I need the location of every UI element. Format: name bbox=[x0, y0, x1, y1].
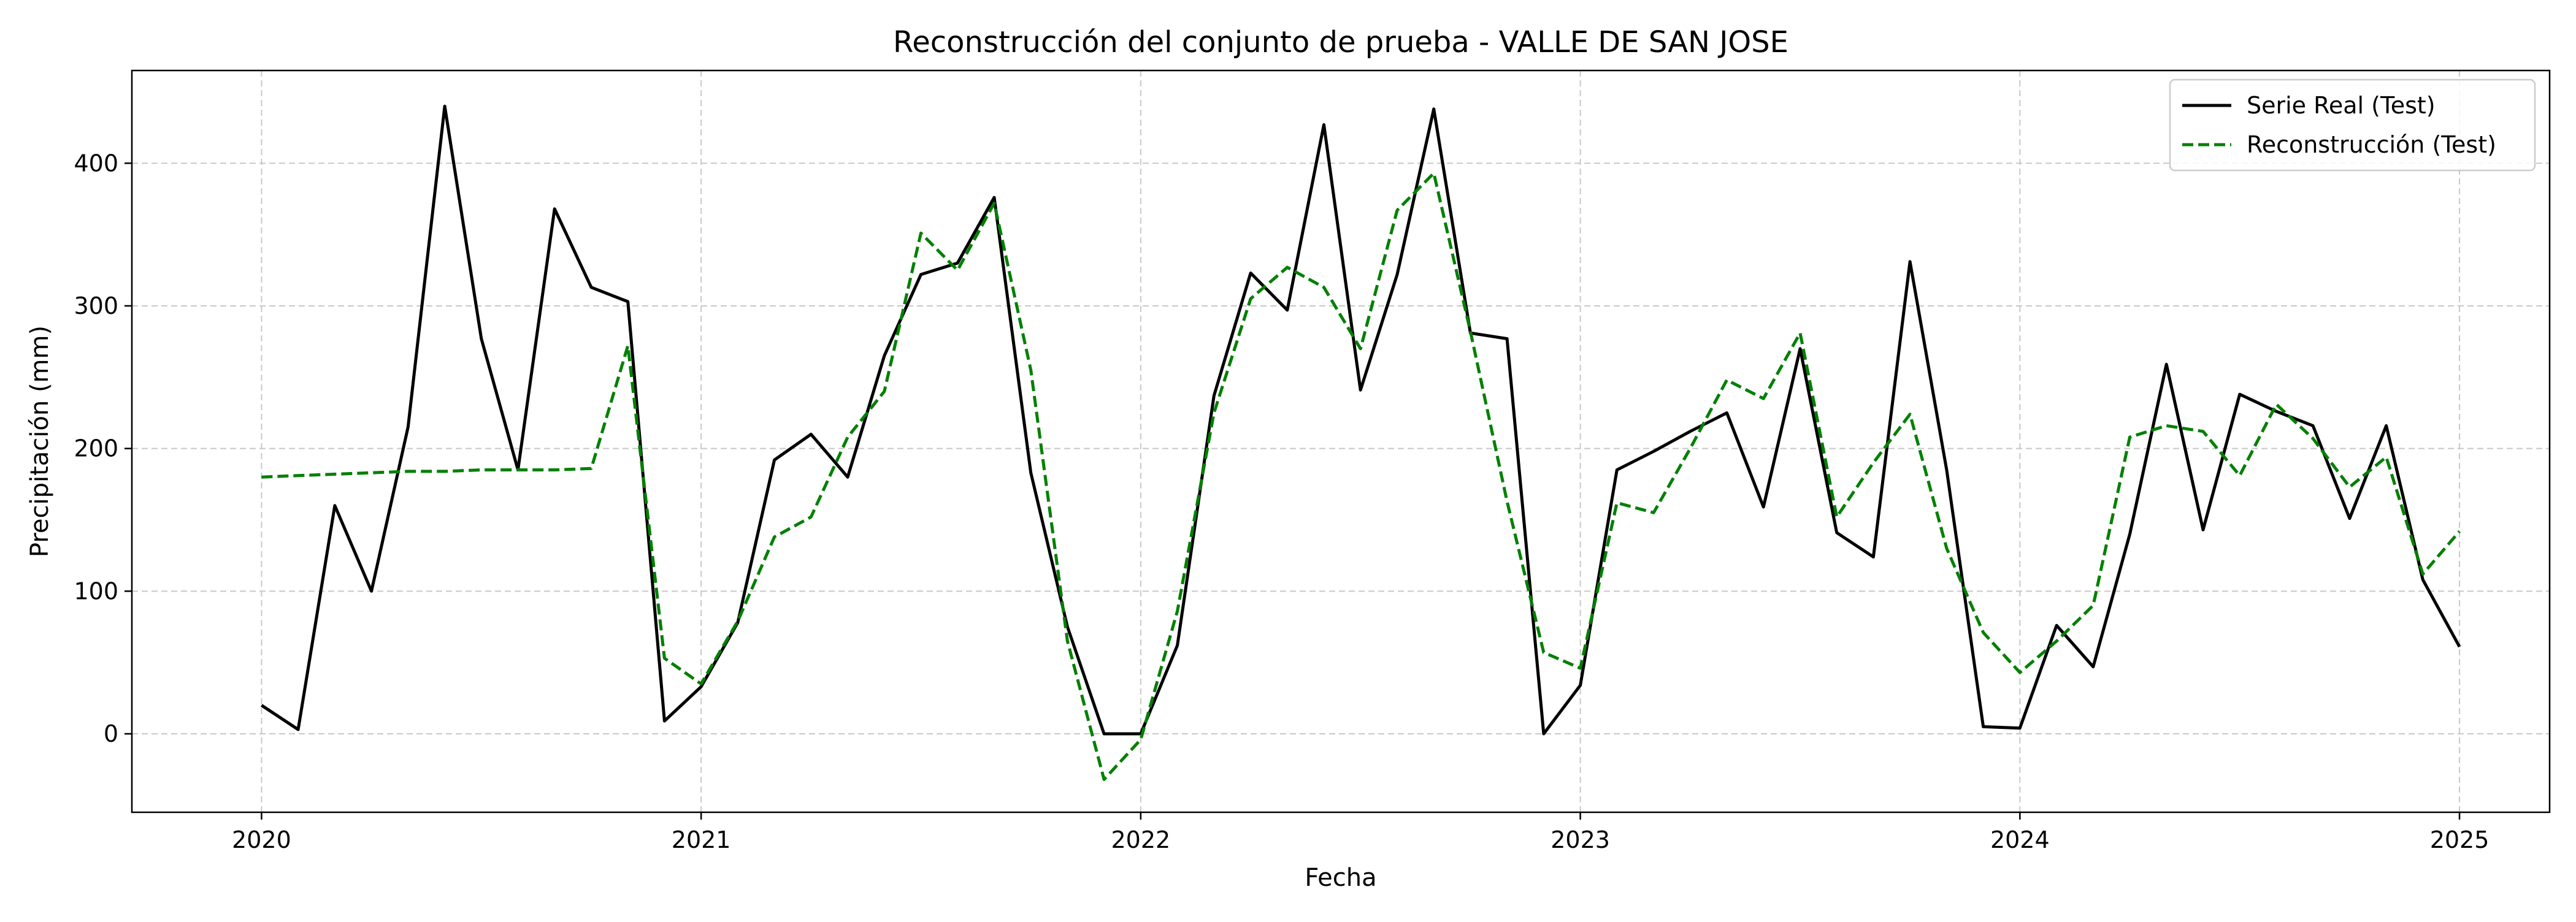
legend-box bbox=[2169, 78, 2536, 172]
gridlines bbox=[132, 70, 2550, 812]
x-tick-label: 2021 bbox=[672, 826, 731, 853]
x-tick-label: 2023 bbox=[1551, 826, 1610, 853]
y-tick-label: 200 bbox=[74, 435, 118, 462]
chart-title: Reconstrucción del conjunto de prueba - … bbox=[893, 25, 1788, 59]
legend: Serie Real (Test) Reconstrucción (Test) bbox=[2169, 78, 2536, 172]
y-tick-label: 300 bbox=[74, 292, 118, 319]
x-tick-label: 2020 bbox=[232, 826, 291, 853]
x-axis-label: Fecha bbox=[1305, 864, 1376, 892]
plot-area-frame bbox=[131, 69, 2551, 813]
x-tick-label: 2024 bbox=[1990, 826, 2050, 853]
y-tick-label: 0 bbox=[104, 720, 118, 747]
series-line-1 bbox=[261, 172, 2461, 781]
y-tick-label: 100 bbox=[74, 577, 118, 604]
y-tick-label: 400 bbox=[74, 150, 118, 177]
series-lines bbox=[261, 104, 2461, 781]
legend-label-1: Reconstrucción (Test) bbox=[2247, 131, 2496, 158]
axis-ticks: 2020 2021 2022 2023 2024 2025 0 100 200 300 400 bbox=[74, 150, 2489, 853]
x-tick-label: 2022 bbox=[1111, 826, 1171, 853]
series-line-0 bbox=[261, 104, 2461, 736]
y-axis-label: Precipitación (mm) bbox=[26, 326, 54, 557]
legend-label-0: Serie Real (Test) bbox=[2247, 92, 2436, 119]
x-tick-label: 2025 bbox=[2430, 826, 2490, 853]
